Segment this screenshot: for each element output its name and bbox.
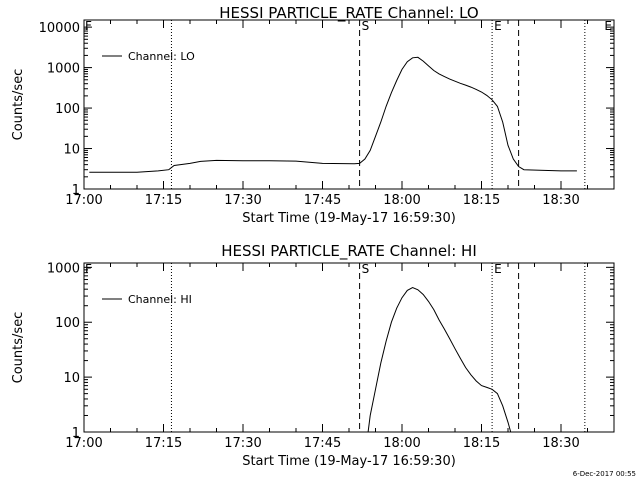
legend-label: Channel: HI <box>128 293 192 306</box>
chart-panel-2: HESSI PARTICLE_RATE Channel: HI 17:00 17:1… <box>11 242 615 469</box>
time-marker-label: S <box>362 19 370 33</box>
y-tick-label: 10 <box>63 143 80 158</box>
x-tick-label: 17:45 <box>304 436 341 451</box>
legend-label: Channel: LO <box>128 50 195 63</box>
chart-panel-1: HESSI PARTICLE_RATE Channel: LO 17:00 17:1… <box>11 4 615 226</box>
corner-marker-label: E <box>604 19 612 33</box>
x-tick-label: 17:45 <box>304 193 341 208</box>
y-tick-label: 1000 <box>47 62 80 77</box>
timestamp-stamp: 6-Dec-2017 00:55 <box>572 470 636 478</box>
x-tick-label: 18:00 <box>383 193 420 208</box>
time-marker-label: E <box>494 19 502 33</box>
y-tick-label: 10000 <box>39 21 80 36</box>
plot-frame <box>83 262 615 433</box>
y-tick-label: 100 <box>55 316 80 331</box>
time-marker-label: E <box>494 262 502 276</box>
x-tick-label: 18:15 <box>463 436 500 451</box>
x-tick-label: 18:30 <box>542 436 579 451</box>
x-axis-label: Start Time (19-May-17 16:59:30) <box>242 211 456 226</box>
y-axis-label: Counts/sec <box>11 69 26 141</box>
chart-title: HESSI PARTICLE_RATE Channel: HI <box>221 242 477 261</box>
x-axis-label: Start Time (19-May-17 16:59:30) <box>242 454 456 469</box>
y-tick-label: 1000 <box>47 261 80 276</box>
x-tick-label: 17:15 <box>145 436 182 451</box>
x-tick-label: 17:30 <box>224 193 261 208</box>
x-tick-label: 17:00 <box>65 436 102 451</box>
y-tick-label: 100 <box>55 102 80 117</box>
y-tick-label: 1 <box>72 183 80 198</box>
x-tick-label: 17:00 <box>65 193 102 208</box>
y-tick-label: 1 <box>72 426 80 441</box>
series-line <box>89 56 577 173</box>
x-tick-label: 17:30 <box>224 436 261 451</box>
time-marker-label: S <box>362 262 370 276</box>
x-tick-label: 17:15 <box>145 193 182 208</box>
series-line <box>367 286 512 433</box>
corner-marker-label: F <box>85 19 92 33</box>
y-axis-label: Counts/sec <box>11 312 26 384</box>
chart-title: HESSI PARTICLE_RATE Channel: LO <box>219 4 478 23</box>
y-tick-label: 10 <box>63 371 80 386</box>
x-tick-label: 18:15 <box>463 193 500 208</box>
x-tick-label: 18:30 <box>542 193 579 208</box>
x-tick-label: 18:00 <box>383 436 420 451</box>
corner-marker-label: F <box>85 262 92 276</box>
